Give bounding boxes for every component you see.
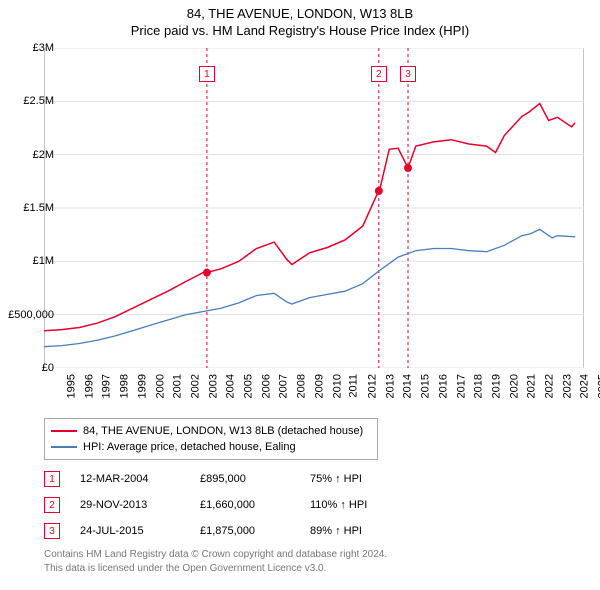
legend-item: HPI: Average price, detached house, Eali…	[51, 439, 371, 455]
legend-swatch	[51, 430, 77, 432]
x-tick-label: 2024	[579, 374, 591, 398]
x-tick-label: 2005	[243, 374, 255, 398]
legend-swatch	[51, 446, 77, 448]
transaction-price: £1,875,000	[200, 525, 310, 537]
chart-container: 84, THE AVENUE, LONDON, W13 8LB Price pa…	[0, 0, 600, 590]
x-tick-label: 1999	[136, 374, 148, 398]
chart-title: 84, THE AVENUE, LONDON, W13 8LB	[0, 0, 600, 21]
x-tick-label: 1996	[83, 374, 95, 398]
x-tick-label: 2022	[544, 374, 556, 398]
transaction-marker: 1	[44, 471, 60, 487]
sale-marker-box: 1	[199, 66, 215, 82]
transactions-table: 1 12-MAR-2004£895,00075% ↑ HPI 2 29-NOV-201…	[44, 466, 420, 544]
x-tick-label: 2015	[420, 374, 432, 398]
x-tick-label: 2006	[260, 374, 272, 398]
x-tick-label: 2008	[296, 374, 308, 398]
transaction-row: 3 24-JUL-2015£1,875,00089% ↑ HPI	[44, 518, 420, 544]
chart-svg	[44, 48, 584, 368]
legend-label: HPI: Average price, detached house, Eali…	[83, 441, 296, 453]
x-tick-label: 2003	[207, 374, 219, 398]
transaction-marker: 2	[44, 497, 60, 513]
footer-attribution: Contains HM Land Registry data © Crown c…	[44, 548, 387, 575]
x-tick-label: 2014	[402, 374, 414, 398]
x-tick-label: 2023	[561, 374, 573, 398]
y-tick-label: £1M	[33, 255, 54, 267]
legend-item: 84, THE AVENUE, LONDON, W13 8LB (detache…	[51, 423, 371, 439]
x-tick-label: 1995	[65, 374, 77, 398]
x-tick-label: 1997	[101, 374, 113, 398]
x-tick-label: 2001	[172, 374, 184, 398]
x-tick-label: 2002	[189, 374, 201, 398]
transaction-row: 2 29-NOV-2013£1,660,000110% ↑ HPI	[44, 492, 420, 518]
transaction-date: 24-JUL-2015	[80, 525, 200, 537]
x-tick-label: 2000	[154, 374, 166, 398]
y-tick-label: £1.5M	[23, 202, 54, 214]
x-tick-label: 1998	[119, 374, 131, 398]
legend-label: 84, THE AVENUE, LONDON, W13 8LB (detache…	[83, 425, 363, 437]
y-tick-label: £0	[42, 362, 54, 374]
y-tick-label: £500,000	[8, 309, 54, 321]
footer-line-1: Contains HM Land Registry data © Crown c…	[44, 548, 387, 562]
x-tick-label: 2013	[384, 374, 396, 398]
transaction-delta: 89% ↑ HPI	[310, 525, 420, 537]
transaction-date: 12-MAR-2004	[80, 473, 200, 485]
x-tick-label: 2018	[473, 374, 485, 398]
legend: 84, THE AVENUE, LONDON, W13 8LB (detache…	[44, 418, 378, 460]
sale-marker-box: 2	[371, 66, 387, 82]
x-tick-label: 2011	[348, 374, 360, 398]
y-tick-label: £2.5M	[23, 95, 54, 107]
chart-area	[44, 48, 584, 368]
y-tick-label: £2M	[33, 149, 54, 161]
sale-marker-box: 3	[400, 66, 416, 82]
footer-line-2: This data is licensed under the Open Gov…	[44, 562, 387, 576]
x-tick-label: 2017	[455, 374, 467, 398]
transaction-delta: 75% ↑ HPI	[310, 473, 420, 485]
x-tick-label: 2010	[331, 374, 343, 398]
x-tick-label: 2021	[526, 374, 538, 398]
x-tick-label: 2012	[366, 374, 378, 398]
x-tick-label: 2009	[313, 374, 325, 398]
x-tick-label: 2004	[225, 374, 237, 398]
transaction-row: 1 12-MAR-2004£895,00075% ↑ HPI	[44, 466, 420, 492]
transaction-price: £1,660,000	[200, 499, 310, 511]
x-tick-label: 2025	[597, 374, 600, 398]
chart-subtitle: Price paid vs. HM Land Registry's House …	[0, 21, 600, 38]
y-tick-label: £3M	[33, 42, 54, 54]
x-tick-label: 2007	[278, 374, 290, 398]
x-tick-label: 2019	[490, 374, 502, 398]
x-tick-label: 2016	[437, 374, 449, 398]
transaction-date: 29-NOV-2013	[80, 499, 200, 511]
transaction-price: £895,000	[200, 473, 310, 485]
transaction-delta: 110% ↑ HPI	[310, 499, 420, 511]
x-tick-label: 2020	[508, 374, 520, 398]
transaction-marker: 3	[44, 523, 60, 539]
